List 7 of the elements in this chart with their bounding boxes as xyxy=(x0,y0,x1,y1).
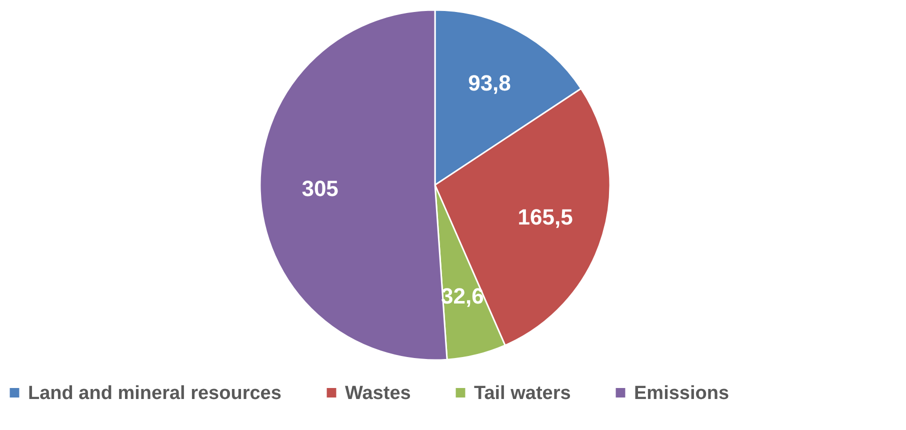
legend-label: Wastes xyxy=(345,382,411,404)
legend-label: Emissions xyxy=(634,382,730,404)
legend-label: Tail waters xyxy=(474,382,571,404)
data-label: 93,8 xyxy=(468,70,511,96)
data-label: 165,5 xyxy=(518,204,573,230)
legend-label: Land and mineral resources xyxy=(28,382,282,404)
data-label: 305 xyxy=(302,176,338,201)
